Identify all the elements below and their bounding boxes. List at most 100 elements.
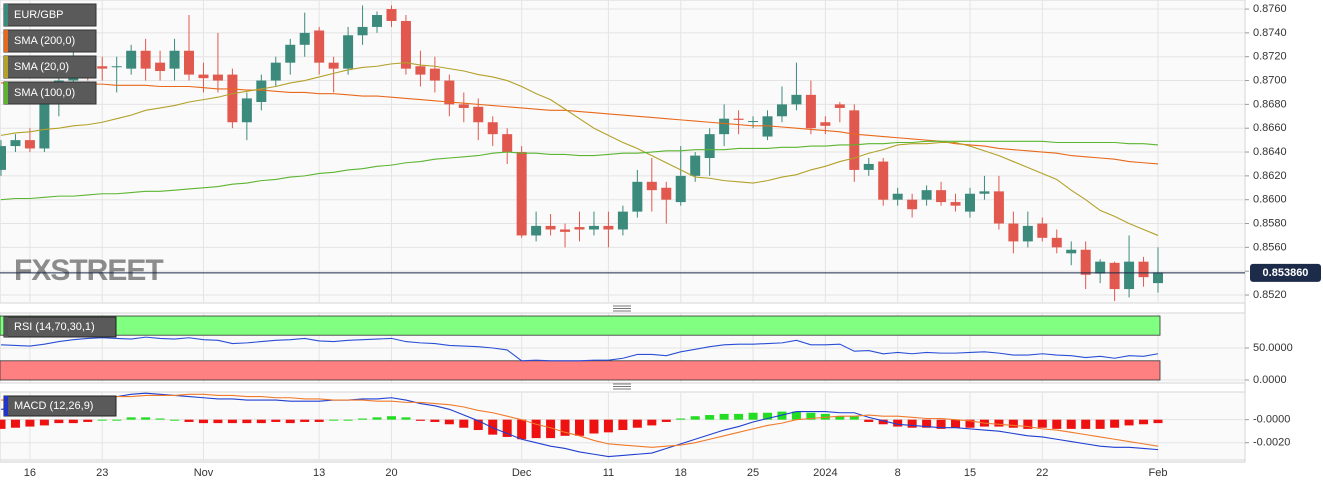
candle-body xyxy=(169,50,180,69)
candle-body xyxy=(1066,249,1077,254)
x-tick-label: Feb xyxy=(1149,467,1168,479)
histogram-bar xyxy=(705,415,715,420)
histogram-bar xyxy=(531,419,541,439)
histogram-bar xyxy=(242,419,252,424)
legend-label: SMA (200,0) xyxy=(14,35,75,47)
histogram-bar xyxy=(1037,419,1047,428)
x-tick-label: 13 xyxy=(313,467,325,479)
x-tick-label: 23 xyxy=(96,467,108,479)
histogram-bar xyxy=(618,419,628,431)
y-tick-label: 0.8720 xyxy=(1253,51,1287,63)
y-tick-label: 0.8760 xyxy=(1253,3,1287,15)
histogram-bar xyxy=(1023,419,1033,429)
y-tick-label: 0.8660 xyxy=(1253,122,1287,134)
separator-handle xyxy=(613,305,631,390)
candle-body xyxy=(155,62,166,72)
histogram-bar xyxy=(271,419,281,422)
histogram-bar xyxy=(676,418,686,420)
price-label: 0.853860 xyxy=(1263,267,1309,279)
candle-body xyxy=(502,134,513,153)
candle-body xyxy=(675,175,686,203)
candle-body xyxy=(632,181,643,212)
histogram-bar xyxy=(647,419,657,426)
histogram-bar xyxy=(155,418,165,420)
x-tick-label: 11 xyxy=(603,467,614,479)
histogram-bar xyxy=(329,419,339,421)
x-tick-label: 20 xyxy=(385,467,397,479)
histogram-bar xyxy=(907,419,917,428)
histogram-bar xyxy=(994,419,1004,427)
candle-body xyxy=(270,62,281,81)
y-tick-label: 0.8560 xyxy=(1253,241,1287,253)
candle-body xyxy=(733,118,744,120)
legend-label: EUR/GBP xyxy=(14,9,64,21)
histogram-bar xyxy=(25,419,35,427)
candle-body xyxy=(661,187,672,200)
candle-body xyxy=(719,118,730,135)
histogram-bar xyxy=(849,416,859,420)
histogram-bar xyxy=(97,419,107,421)
candle-body xyxy=(531,225,542,236)
y-tick-label: 0.8680 xyxy=(1253,98,1287,110)
candle-body xyxy=(487,122,498,135)
x-tick-label: 25 xyxy=(747,467,759,479)
candle-body xyxy=(791,94,802,105)
candle-body xyxy=(964,193,975,212)
candle-body xyxy=(357,26,368,36)
histogram-bar xyxy=(343,419,353,421)
candle-body xyxy=(343,35,354,69)
histogram-bar xyxy=(864,419,874,422)
histogram-bar xyxy=(1139,419,1149,425)
candle-body xyxy=(10,140,21,147)
histogram-bar xyxy=(126,417,136,420)
candle-body xyxy=(299,32,310,45)
candle-body xyxy=(704,134,715,158)
histogram-bar xyxy=(54,419,64,424)
indicator-title: RSI (14,70,30,1) xyxy=(14,321,95,333)
histogram-bar xyxy=(314,419,324,422)
histogram-bar xyxy=(198,419,208,424)
y-tick-label: 0.8600 xyxy=(1253,194,1287,206)
candle-body xyxy=(97,66,108,69)
histogram-bar xyxy=(575,419,584,436)
histogram-bar xyxy=(170,419,180,421)
histogram-bar xyxy=(415,419,425,421)
candle-body xyxy=(473,106,484,123)
histogram-bar xyxy=(473,419,483,431)
candle-body xyxy=(603,225,614,230)
candle-body xyxy=(892,193,903,200)
y-tick-label: 0.8580 xyxy=(1253,217,1287,229)
histogram-bar xyxy=(878,419,888,425)
candle-body xyxy=(328,62,339,69)
y-tick-label: -0.0020 xyxy=(1253,437,1290,449)
legend-label: SMA (100,0) xyxy=(14,87,75,99)
candle-body xyxy=(690,155,701,176)
histogram-bar xyxy=(922,419,932,428)
band xyxy=(0,315,1161,336)
line-series xyxy=(1,393,1159,448)
legend-label: SMA (20,0) xyxy=(14,61,69,73)
candle-body xyxy=(386,9,397,21)
candle-body xyxy=(979,191,990,194)
histogram-bar xyxy=(1008,419,1018,428)
histogram-bar xyxy=(1110,419,1120,428)
candle-body xyxy=(950,202,961,206)
histogram-bar xyxy=(589,419,599,434)
candle-body xyxy=(1022,225,1033,242)
candle-body xyxy=(762,116,773,137)
histogram-bar xyxy=(835,416,845,420)
candle-body xyxy=(878,161,889,200)
candle-body xyxy=(1138,261,1149,278)
histogram-bar xyxy=(734,413,744,420)
candle-body xyxy=(458,104,469,108)
line-series xyxy=(0,140,1159,201)
candle-body xyxy=(415,66,426,75)
indicator-title: MACD (12,26,9) xyxy=(14,400,93,412)
y-tick-label: 0.8640 xyxy=(1253,146,1287,158)
candle-body xyxy=(936,190,947,203)
candle-body xyxy=(907,199,918,210)
candle-body xyxy=(111,66,122,68)
histogram-bar xyxy=(748,412,758,420)
